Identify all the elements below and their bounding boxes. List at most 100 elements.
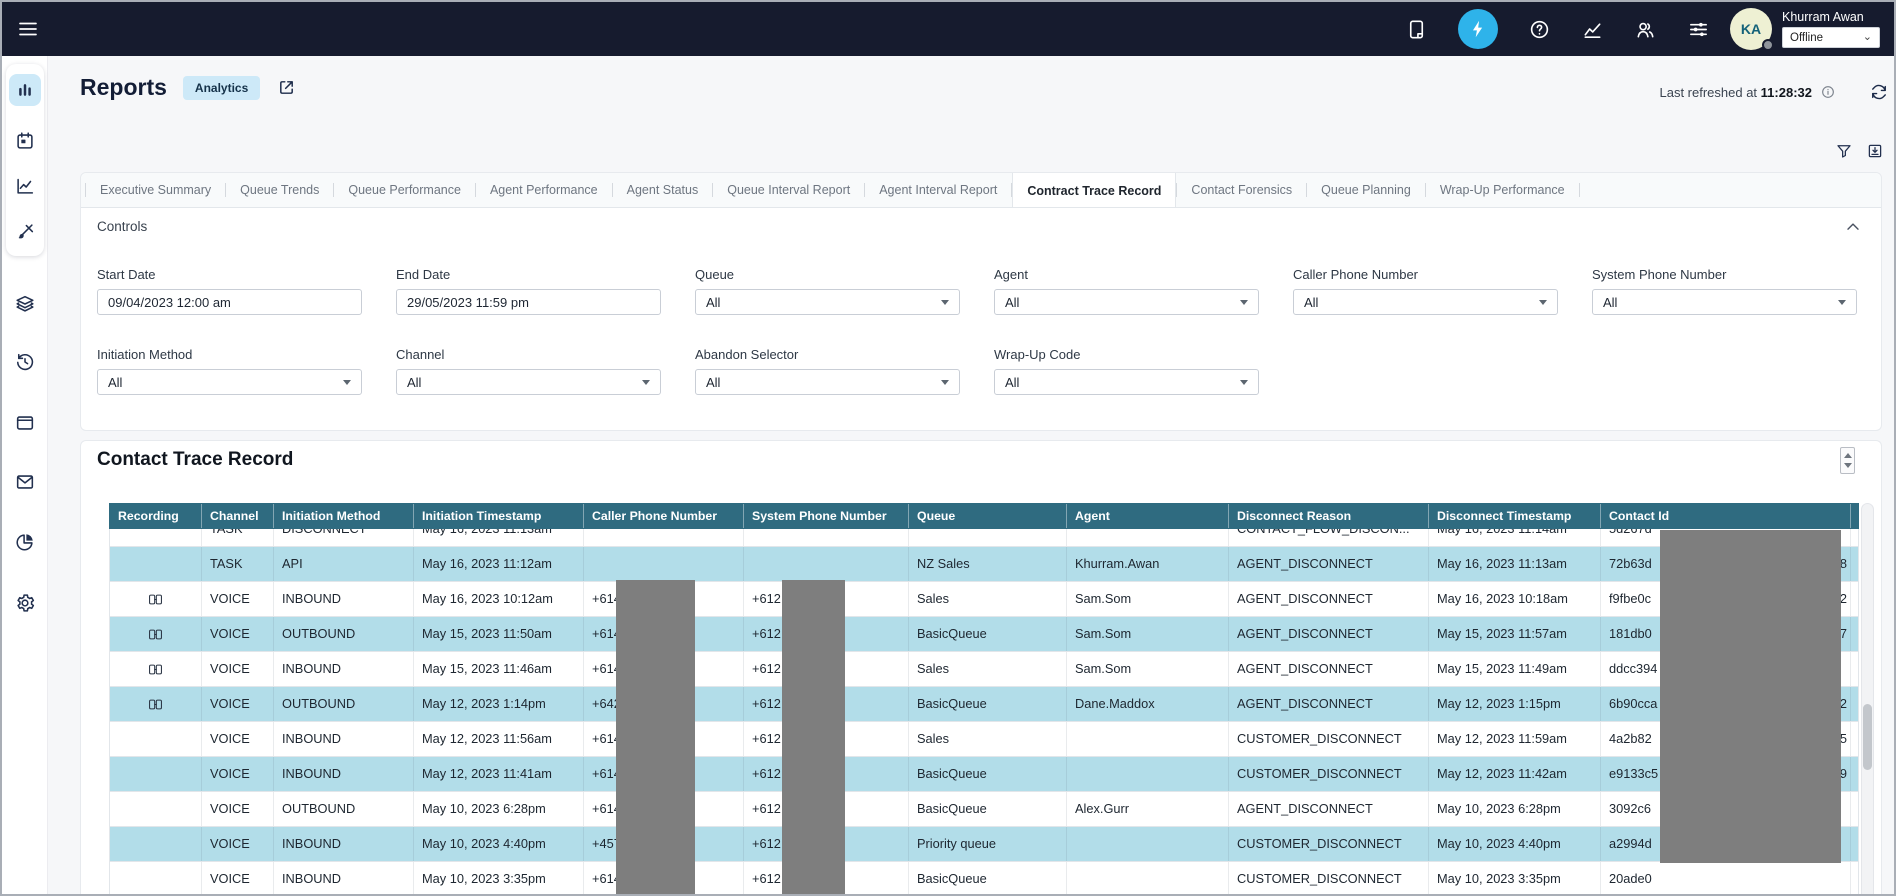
analytics-badge: Analytics	[183, 76, 260, 100]
tab-queue-performance[interactable]: Queue Performance	[334, 173, 475, 207]
select-input[interactable]: All	[97, 369, 362, 395]
spinner-down-icon[interactable]	[1844, 463, 1852, 468]
metrics-icon[interactable]	[1581, 18, 1604, 41]
field-value: All	[1603, 295, 1617, 310]
cell-disconnect-timestamp: May 16, 2023 11:13am	[1429, 547, 1601, 581]
sidebar-item-history-icon[interactable]	[14, 351, 36, 373]
tab-contact-forensics[interactable]: Contact Forensics	[1177, 173, 1306, 207]
cell-initiation-timestamp: May 12, 2023 11:41am	[414, 757, 584, 791]
select-input[interactable]: All	[994, 369, 1259, 395]
table-row: VOICEINBOUNDMay 16, 2023 10:12am+614+612…	[110, 582, 1858, 617]
recording-link-icon[interactable]	[146, 697, 165, 712]
table-row: VOICEOUTBOUNDMay 10, 2023 6:28pm+614+612…	[110, 792, 1858, 827]
contact-trace-card: Contact Trace Record RecordingChannelIni…	[80, 440, 1882, 896]
tab-agent-interval-report[interactable]: Agent Interval Report	[865, 173, 1011, 207]
tab-wrap-up-performance[interactable]: Wrap-Up Performance	[1426, 173, 1579, 207]
contact-id-text: f9fbe0c	[1609, 591, 1651, 606]
tab-queue-interval-report[interactable]: Queue Interval Report	[713, 173, 864, 207]
export-icon[interactable]	[1866, 142, 1884, 160]
cell-recording	[110, 757, 202, 791]
tab-contract-trace-record[interactable]: Contract Trace Record	[1012, 173, 1176, 208]
sidebar-item-line-chart-icon[interactable]	[14, 175, 36, 197]
select-input[interactable]: All	[1592, 289, 1857, 315]
bolt-icon[interactable]	[1458, 9, 1498, 49]
cell-disconnect-timestamp: May 12, 2023 11:59am	[1429, 722, 1601, 756]
help-icon[interactable]	[1528, 18, 1551, 41]
spinner-up-icon[interactable]	[1844, 453, 1852, 458]
tab-queue-trends[interactable]: Queue Trends	[226, 173, 333, 207]
external-link-icon[interactable]	[276, 77, 297, 98]
cell-agent	[1067, 757, 1229, 791]
select-input[interactable]: All	[396, 369, 661, 395]
filter-icon[interactable]	[1835, 142, 1853, 160]
cell-disconnect-timestamp: May 10, 2023 3:35pm	[1429, 862, 1601, 896]
sidebar-item-settings-icon[interactable]	[14, 592, 36, 614]
tab-executive-summary[interactable]: Executive Summary	[86, 173, 225, 207]
sidebar-item-brush-icon[interactable]	[14, 221, 36, 243]
table-row: VOICEOUTBOUNDMay 15, 2023 11:50am+614+61…	[110, 617, 1858, 652]
table-row: VOICEINBOUNDMay 12, 2023 11:56am+614+612…	[110, 722, 1858, 757]
recording-link-icon[interactable]	[146, 662, 165, 677]
page-header: Reports Analytics	[80, 74, 297, 101]
cell-initiation-method: API	[274, 547, 414, 581]
tab-queue-planning[interactable]: Queue Planning	[1307, 173, 1425, 207]
sidebar-item-layers-icon[interactable]	[14, 293, 36, 315]
caret-down-icon	[343, 380, 351, 385]
text-input[interactable]: 29/05/2023 11:59 pm	[396, 289, 661, 315]
sidebar-item-pie-chart-icon[interactable]	[14, 531, 36, 553]
cell-disconnect-timestamp: May 10, 2023 6:28pm	[1429, 792, 1601, 826]
cell-recording	[110, 547, 202, 581]
cell-contact-id: 20ade0	[1601, 862, 1851, 896]
select-input[interactable]: All	[695, 289, 960, 315]
cell-disconnect-reason: CUSTOMER_DISCONNECT	[1229, 722, 1429, 756]
cell-agent	[1067, 722, 1229, 756]
cell-channel: VOICE	[202, 652, 274, 686]
cell-disconnect-timestamp: May 15, 2023 11:57am	[1429, 617, 1601, 651]
field-label: Channel	[396, 347, 661, 362]
table-scrollbar-thumb[interactable]	[1863, 704, 1872, 770]
cell-system-phone	[744, 547, 909, 581]
tab-agent-performance[interactable]: Agent Performance	[476, 173, 612, 207]
menu-icon[interactable]	[16, 17, 40, 41]
cell-agent: Khurram.Awan	[1067, 547, 1229, 581]
column-header-system-phone-number: System Phone Number	[744, 504, 909, 528]
sidebar-item-mail-icon[interactable]	[14, 471, 36, 493]
contact-id-text: a2994d	[1609, 836, 1652, 851]
sidebar-item-calendar-icon[interactable]	[14, 130, 36, 152]
recording-link-icon[interactable]	[146, 592, 165, 607]
agents-icon[interactable]	[1634, 18, 1657, 41]
report-tabs: Executive SummaryQueue TrendsQueue Perfo…	[81, 173, 1881, 208]
column-header-queue: Queue	[909, 504, 1067, 528]
select-input[interactable]: All	[695, 369, 960, 395]
field-value: All	[407, 375, 421, 390]
tab-agent-status[interactable]: Agent Status	[613, 173, 713, 207]
preferences-icon[interactable]	[1687, 18, 1710, 41]
topbar-icons	[1405, 9, 1710, 49]
cell-recording	[110, 722, 202, 756]
field-label: Wrap-Up Code	[994, 347, 1259, 362]
contact-id-text: 3092c6	[1609, 801, 1651, 816]
recording-link-icon[interactable]	[146, 627, 165, 642]
notes-icon[interactable]	[1405, 18, 1428, 41]
cell-recording	[110, 529, 202, 546]
spinner-control[interactable]	[1840, 447, 1855, 474]
info-icon[interactable]	[1820, 84, 1836, 100]
avatar-initials: KA	[1741, 21, 1761, 37]
select-input[interactable]: All	[1293, 289, 1558, 315]
table-scrollbar[interactable]	[1861, 503, 1874, 896]
cell-recording	[110, 652, 202, 686]
cell-disconnect-timestamp: May 16, 2023 10:18am	[1429, 582, 1601, 616]
chevron-up-icon[interactable]	[1843, 217, 1863, 237]
status-select[interactable]: Offline ⌄	[1782, 27, 1880, 48]
cell-initiation-timestamp: May 15, 2023 11:50am	[414, 617, 584, 651]
cell-queue: Sales	[909, 652, 1067, 686]
select-input[interactable]: All	[994, 289, 1259, 315]
sidebar-item-bar-chart-icon[interactable]	[14, 79, 36, 101]
cell-channel: TASK	[202, 529, 274, 546]
text-input[interactable]: 09/04/2023 12:00 am	[97, 289, 362, 315]
refresh-icon[interactable]	[1869, 82, 1889, 102]
cell-initiation-method: INBOUND	[274, 827, 414, 861]
cell-queue: BasicQueue	[909, 687, 1067, 721]
sidebar-item-window-icon[interactable]	[14, 412, 36, 434]
cell-agent: Dane.Maddox	[1067, 687, 1229, 721]
